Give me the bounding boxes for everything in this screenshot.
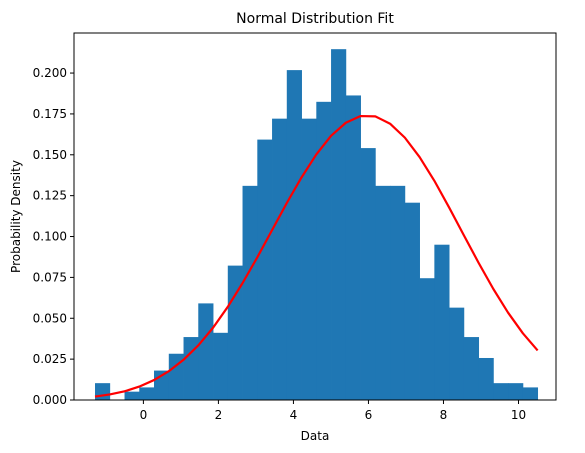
histogram-bar [95, 383, 111, 400]
y-tick-label: 0.050 [33, 311, 67, 325]
histogram-bar [124, 391, 140, 400]
x-tick-label: 8 [440, 408, 448, 422]
y-tick-label: 0.025 [33, 352, 67, 366]
y-axis-ticks: 0.000 0.025 0.050 0.075 0.100 0.125 0.150 0.175… [33, 66, 74, 407]
x-tick-label: 6 [365, 408, 373, 422]
axes-frame [73, 32, 557, 401]
y-tick-label: 0.175 [33, 107, 67, 121]
axes [73, 32, 557, 401]
histogram-bar [508, 383, 524, 400]
x-tick-label: 0 [140, 408, 148, 422]
histogram-bar [316, 101, 332, 400]
histogram-bar [419, 278, 435, 400]
y-tick-label: 0.200 [33, 66, 67, 80]
histogram-bar [390, 185, 406, 400]
histogram-bar [331, 49, 347, 401]
histogram-bar [272, 118, 288, 400]
chart-title: Normal Distribution Fit [236, 11, 394, 27]
histogram-bar [257, 139, 273, 400]
y-tick-label: 0.075 [33, 270, 67, 284]
histogram-bar [463, 337, 480, 400]
histogram-bars [95, 49, 539, 401]
histogram-bar [242, 185, 258, 400]
fit-curve-line [94, 114, 539, 398]
y-tick-label: 0.125 [33, 189, 67, 203]
histogram-bar [139, 387, 155, 400]
histogram-bar [286, 70, 302, 401]
x-tick-label: 4 [290, 408, 298, 422]
histogram-bar [301, 118, 317, 400]
histogram-bar [522, 387, 539, 400]
x-axis-ticks: 0 2 4 6 8 10 [140, 400, 526, 422]
x-axis-label: Data [301, 429, 330, 443]
histogram-bar [478, 357, 494, 400]
histogram-bar [434, 244, 450, 400]
x-tick-label: 2 [215, 408, 223, 422]
histogram-bar [375, 185, 391, 400]
y-tick-label: 0.100 [33, 230, 67, 244]
histogram-bar [493, 383, 509, 400]
y-tick-label: 0.150 [33, 148, 67, 162]
histogram-bar [404, 202, 420, 400]
fit-curve [94, 114, 539, 398]
y-tick-label: 0.000 [33, 393, 67, 407]
histogram-bar [168, 353, 184, 400]
histogram-bar [213, 332, 229, 400]
histogram-bar [183, 337, 199, 400]
x-tick-label: 10 [511, 408, 526, 422]
histogram-bar [449, 307, 465, 400]
histogram-bar [345, 95, 361, 400]
histogram-bar [198, 303, 214, 400]
y-axis-label: Probability Density [9, 160, 23, 273]
histogram-bar [360, 148, 376, 400]
